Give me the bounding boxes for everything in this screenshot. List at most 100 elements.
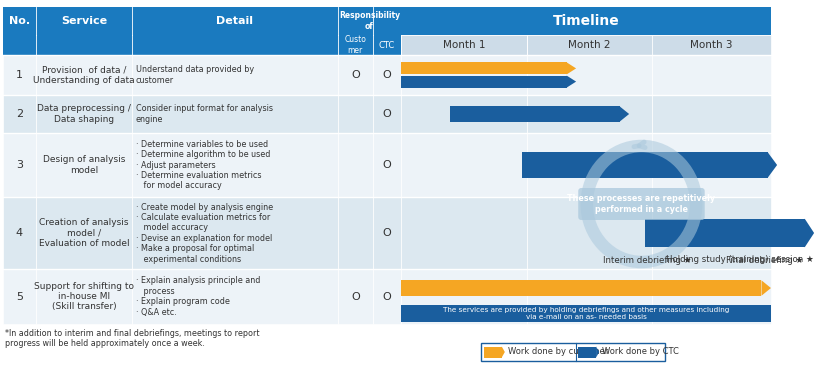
Text: Provision  of data /
Understanding of data: Provision of data / Understanding of dat… (33, 65, 134, 85)
Bar (36, 95, 132, 133)
Bar (526, 197, 651, 269)
Polygon shape (566, 63, 576, 74)
Text: O: O (382, 228, 391, 238)
Bar (337, 269, 373, 324)
Text: O: O (382, 109, 391, 119)
Bar (337, 95, 373, 133)
Text: Responsibility
of: Responsibility of (338, 11, 400, 31)
Text: O: O (382, 70, 391, 80)
Text: Interim debriefing ★: Interim debriefing ★ (603, 256, 691, 265)
Bar (400, 35, 526, 55)
Bar (651, 95, 770, 133)
Text: Month 3: Month 3 (690, 40, 732, 50)
Text: These processes are repetitively
performed in a cycle: These processes are repetitively perform… (567, 194, 715, 214)
Bar (132, 95, 337, 133)
Polygon shape (501, 346, 505, 357)
Text: O: O (382, 160, 391, 170)
Bar (132, 133, 337, 197)
Text: Timeline: Timeline (552, 14, 618, 28)
Text: Custo
mer: Custo mer (344, 35, 366, 55)
Bar (337, 55, 373, 95)
Text: Creation of analysis
model /
Evaluation of model: Creation of analysis model / Evaluation … (38, 218, 129, 248)
Bar (400, 197, 526, 269)
Bar (577, 346, 595, 357)
Bar (2, 35, 400, 55)
Text: 1: 1 (16, 70, 23, 80)
Text: Consider input format for analysis
engine: Consider input format for analysis engin… (136, 104, 273, 124)
Bar (400, 55, 526, 95)
Bar (373, 55, 400, 95)
Bar (373, 133, 400, 197)
Text: CTC: CTC (378, 41, 395, 50)
Text: 2: 2 (16, 109, 23, 119)
Polygon shape (595, 346, 599, 357)
Polygon shape (767, 152, 776, 178)
Text: Understand data provided by
customer: Understand data provided by customer (136, 65, 254, 85)
Text: · Create model by analysis engine
· Calculate evaluation metrics for
   model ac: · Create model by analysis engine · Calc… (136, 202, 273, 263)
FancyBboxPatch shape (577, 188, 704, 220)
Bar (400, 280, 761, 296)
Bar (2, 7, 770, 35)
Bar (2, 269, 36, 324)
Text: · Explain analysis principle and
   process
· Explain program code
· Q&A etc.: · Explain analysis principle and process… (136, 276, 260, 316)
Bar (400, 133, 526, 197)
Bar (337, 197, 373, 269)
Text: O: O (351, 70, 360, 80)
Text: *In addition to interim and final debriefings, meetings to report
progress will : *In addition to interim and final debrie… (5, 329, 259, 348)
Bar (526, 55, 651, 95)
Bar (36, 133, 132, 197)
Bar (2, 55, 36, 95)
Text: O: O (382, 291, 391, 302)
Polygon shape (761, 280, 770, 296)
Bar (526, 35, 651, 55)
Bar (2, 133, 36, 197)
Text: Service: Service (61, 16, 107, 26)
Bar (526, 133, 651, 197)
Bar (400, 95, 526, 133)
Bar (36, 197, 132, 269)
Text: Final debriefing ★: Final debriefing ★ (726, 256, 803, 265)
Bar (400, 75, 566, 88)
Bar (526, 95, 651, 133)
Text: Design of analysis
model: Design of analysis model (43, 155, 125, 175)
Bar (651, 35, 770, 55)
Text: O: O (351, 291, 360, 302)
Bar (36, 269, 132, 324)
Bar (651, 269, 770, 324)
Bar (373, 197, 400, 269)
Bar (2, 197, 36, 269)
Bar (132, 269, 337, 324)
Text: No.: No. (9, 16, 29, 26)
Bar (373, 269, 400, 324)
Bar (132, 197, 337, 269)
Text: Data preprocessing /
Data shaping: Data preprocessing / Data shaping (37, 104, 131, 124)
Bar (2, 95, 36, 133)
Bar (521, 152, 767, 178)
Text: Month 2: Month 2 (568, 40, 610, 50)
Bar (483, 346, 501, 357)
Text: 3: 3 (16, 160, 23, 170)
Text: The services are provided by holding debriefings and other measures including
vi: The services are provided by holding deb… (442, 307, 728, 320)
Text: 5: 5 (16, 291, 23, 302)
Text: · Determine variables to be used
· Determine algorithm to be used
· Adjust param: · Determine variables to be used · Deter… (136, 140, 270, 190)
Bar (400, 305, 770, 322)
FancyBboxPatch shape (481, 343, 664, 361)
Bar (337, 133, 373, 197)
Text: Work done by customer: Work done by customer (507, 348, 607, 357)
Bar (645, 219, 803, 247)
Polygon shape (803, 219, 813, 247)
Bar (651, 197, 770, 269)
Text: Detail: Detail (216, 16, 253, 26)
Text: Support for shifting to
in-house MI
(Skill transfer): Support for shifting to in-house MI (Ski… (34, 282, 133, 312)
Bar (373, 95, 400, 133)
Polygon shape (566, 75, 576, 88)
Bar (36, 55, 132, 95)
Bar (400, 269, 526, 324)
Bar (450, 106, 619, 122)
Text: 4: 4 (16, 228, 23, 238)
Bar (651, 133, 770, 197)
Bar (526, 269, 651, 324)
Text: Holding study (training) session ★: Holding study (training) session ★ (665, 255, 813, 264)
Polygon shape (619, 106, 628, 122)
Bar (651, 55, 770, 95)
